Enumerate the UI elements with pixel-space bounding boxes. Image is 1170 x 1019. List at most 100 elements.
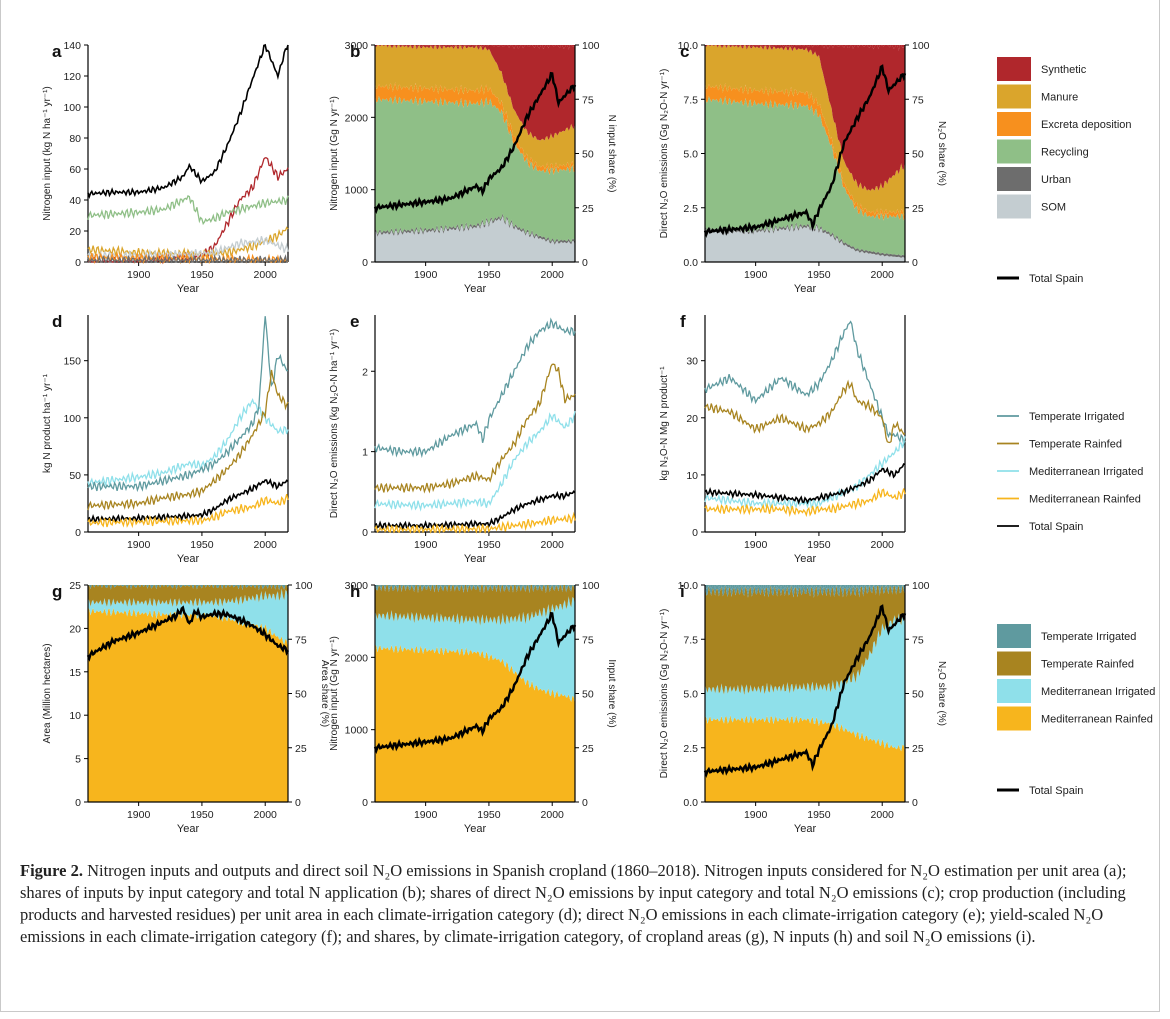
line-temp_irr (87, 316, 289, 493)
legend-label: Manure (1041, 92, 1078, 104)
legend-label: Total Spain (1029, 273, 1083, 285)
y-tick-label: 100 (63, 102, 81, 114)
area-manure (705, 45, 905, 217)
line-total (374, 490, 576, 532)
area-temp_rain (705, 585, 905, 695)
legend-label: Urban (1041, 174, 1071, 186)
y-right-tick-label: 25 (912, 203, 924, 215)
y-right-tick-label: 75 (582, 634, 594, 646)
area-med_irr (88, 588, 288, 649)
x-tick-label: 1950 (477, 809, 501, 821)
legend-inputs-total: Total Spain (997, 273, 1083, 285)
x-tick-label: 1900 (127, 809, 151, 821)
x-tick-label: 1900 (414, 539, 438, 551)
y-tick-label: 10.0 (678, 580, 699, 592)
area-som (705, 224, 905, 262)
area-som (375, 216, 575, 262)
y-tick-label: 10 (686, 470, 698, 482)
legend-swatch-recycling (997, 139, 1031, 164)
y-tick-label: 1000 (345, 725, 369, 737)
panel-label: d (52, 312, 62, 331)
area-manure (375, 45, 575, 171)
y-tick-label: 80 (69, 133, 81, 145)
y-tick-label: 7.5 (683, 634, 698, 646)
panel-g: g 0 5 10 15 20 25 1900 1950 2000 Year Area (Million… (42, 580, 330, 835)
y-right-tick-label: 50 (912, 149, 924, 161)
y-right-tick-label: 0 (582, 257, 588, 269)
x-tick-label: 2000 (541, 539, 565, 551)
y-tick-label: 10 (69, 710, 81, 722)
panel-label: g (52, 582, 62, 601)
y-right-axis-label: Input share (%) (606, 659, 617, 727)
line-med_irr (374, 410, 576, 512)
legend-label: Mediterranean Irrigated (1041, 686, 1155, 698)
line-temp_rain (87, 369, 289, 511)
area-recycling (375, 95, 575, 243)
y-tick-label: 0 (362, 257, 368, 269)
y-right-axis-label: N input share (%) (606, 115, 617, 193)
panel-label: h (350, 582, 360, 601)
line-med_irr (704, 436, 906, 511)
legend-label: SOM (1041, 202, 1066, 214)
y-right-tick-label: 50 (582, 689, 594, 701)
y-right-tick-label: 25 (582, 203, 594, 215)
y-tick-label: 1000 (345, 185, 369, 197)
y-tick-label: 3000 (345, 580, 369, 592)
y-right-axis-label: N₂O share (%) (936, 121, 947, 186)
x-tick-label: 2000 (541, 809, 565, 821)
y-tick-label: 20 (69, 226, 81, 238)
x-axis-label: Year (177, 823, 200, 835)
y-tick-label: 1 (362, 447, 368, 459)
legend-swatch-som (997, 194, 1031, 219)
y-tick-label: 100 (63, 413, 81, 425)
x-tick-label: 1950 (807, 809, 831, 821)
x-tick-label: 2000 (871, 269, 895, 281)
y-tick-label: 0 (75, 527, 81, 539)
panel-label: i (680, 582, 685, 601)
y-axis-label: Direct N₂O emissions (kg N₂O-N ha⁻¹ yr⁻¹… (329, 329, 340, 518)
y-tick-label: 0 (75, 257, 81, 269)
y-right-tick-label: 25 (295, 743, 307, 755)
y-tick-label: 120 (63, 71, 81, 83)
area-top-band (88, 585, 288, 591)
y-tick-label: 30 (686, 356, 698, 368)
area-top-band (375, 585, 575, 591)
y-axis-label: Direct N₂O emissions (Gg N₂O-N yr⁻¹) (659, 609, 670, 779)
area-med_rain (375, 644, 575, 802)
x-tick-label: 1900 (127, 539, 151, 551)
y-right-tick-label: 0 (912, 257, 918, 269)
y-tick-label: 10.0 (678, 40, 699, 52)
panel-d: d 0 50 100 150 1900 1950 2000 Year kg N product h… (42, 312, 289, 565)
y-right-axis-label: N₂O share (%) (936, 661, 947, 726)
y-tick-label: 2 (362, 366, 368, 378)
x-axis-label: Year (177, 283, 200, 295)
legend-label: Temperate Rainfed (1041, 659, 1134, 671)
y-right-tick-label: 50 (912, 689, 924, 701)
area-med_irr (375, 596, 575, 705)
x-tick-label: 1900 (744, 809, 768, 821)
x-axis-label: Year (464, 283, 487, 295)
y-right-tick-label: 100 (912, 580, 930, 592)
y-right-tick-label: 0 (912, 797, 918, 809)
x-tick-label: 1950 (190, 269, 214, 281)
y-tick-label: 7.5 (683, 94, 698, 106)
legend-label: Total Spain (1029, 785, 1083, 797)
area-synthetic (375, 45, 575, 141)
x-axis-label: Year (464, 553, 487, 565)
legend-swatch-urban (997, 167, 1031, 191)
caption-label: Figure 2. (20, 861, 83, 880)
line-total (373, 611, 577, 755)
legend-swatch-med_rain (997, 706, 1031, 731)
line-temp_irr (704, 320, 906, 447)
line-total (373, 71, 577, 215)
area-excreta (375, 82, 575, 175)
legend-inputs: Synthetic Manure Excreta deposition Recycli… (997, 57, 1132, 219)
area-med_rain (705, 715, 905, 802)
panel-label: c (680, 42, 689, 61)
legend-swatch-med_irr (997, 679, 1031, 703)
line-total (86, 605, 290, 662)
y-right-tick-label: 100 (295, 580, 313, 592)
